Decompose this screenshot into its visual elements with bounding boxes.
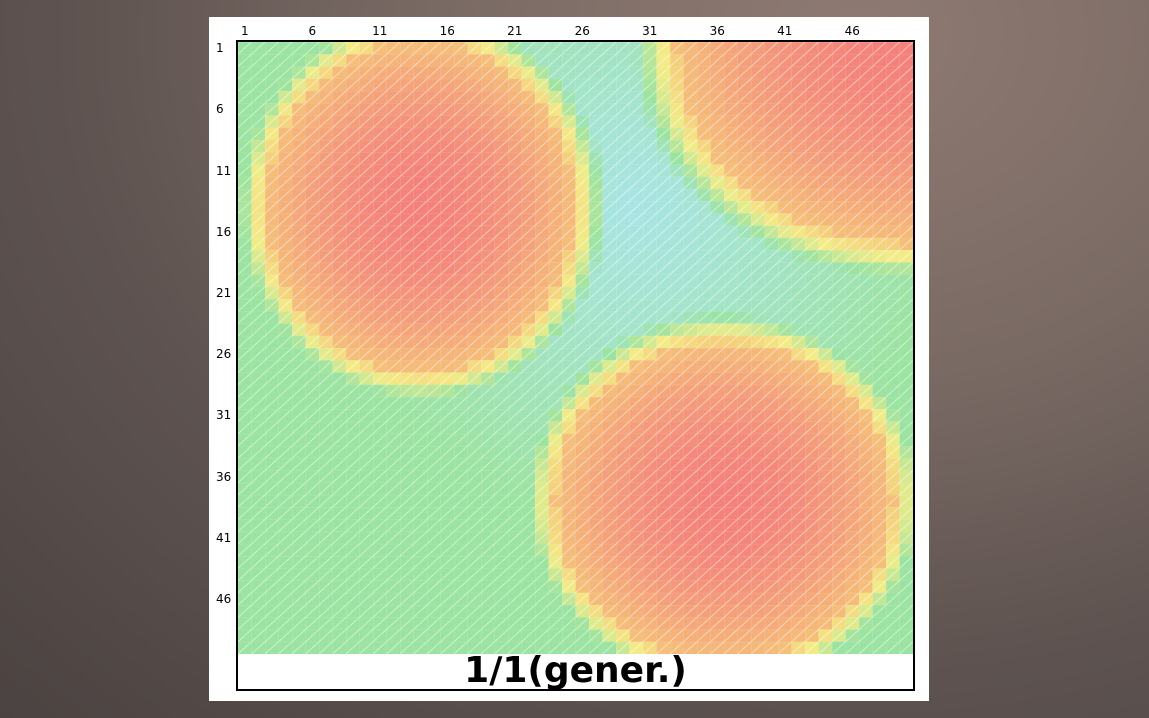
x-tick-label: 1 xyxy=(240,24,249,38)
y-tick-label: 31 xyxy=(216,408,232,423)
mesh-overlay xyxy=(238,42,913,654)
y-tick-label: 26 xyxy=(216,347,232,362)
y-tick-label: 11 xyxy=(216,163,232,178)
y-tick-label: 1 xyxy=(216,41,224,56)
y-tick-label: 41 xyxy=(216,530,232,545)
x-tick-label: 46 xyxy=(844,24,860,38)
y-tick-label: 36 xyxy=(216,469,232,484)
y-tick-label: 16 xyxy=(216,224,232,239)
x-tick-label: 6 xyxy=(308,24,317,38)
heatmap-panel: 1 6 11 16 21 26 31 36 41 46 1 6 11 16 21 26 31 36 41 46 1/… xyxy=(209,17,929,701)
y-tick-label: 21 xyxy=(216,285,232,300)
x-tick-label: 16 xyxy=(439,24,455,38)
x-tick-label: 11 xyxy=(372,24,388,38)
heatmap-plot xyxy=(236,40,915,656)
y-tick-label: 46 xyxy=(216,591,232,606)
x-tick-label: 36 xyxy=(709,24,725,38)
x-tick-label: 21 xyxy=(507,24,523,38)
x-tick-label: 31 xyxy=(642,24,658,38)
x-tick-label: 26 xyxy=(574,24,590,38)
chart-caption: 1/1(gener.) xyxy=(236,654,915,691)
x-tick-label: 41 xyxy=(777,24,793,38)
y-tick-label: 6 xyxy=(216,102,224,117)
